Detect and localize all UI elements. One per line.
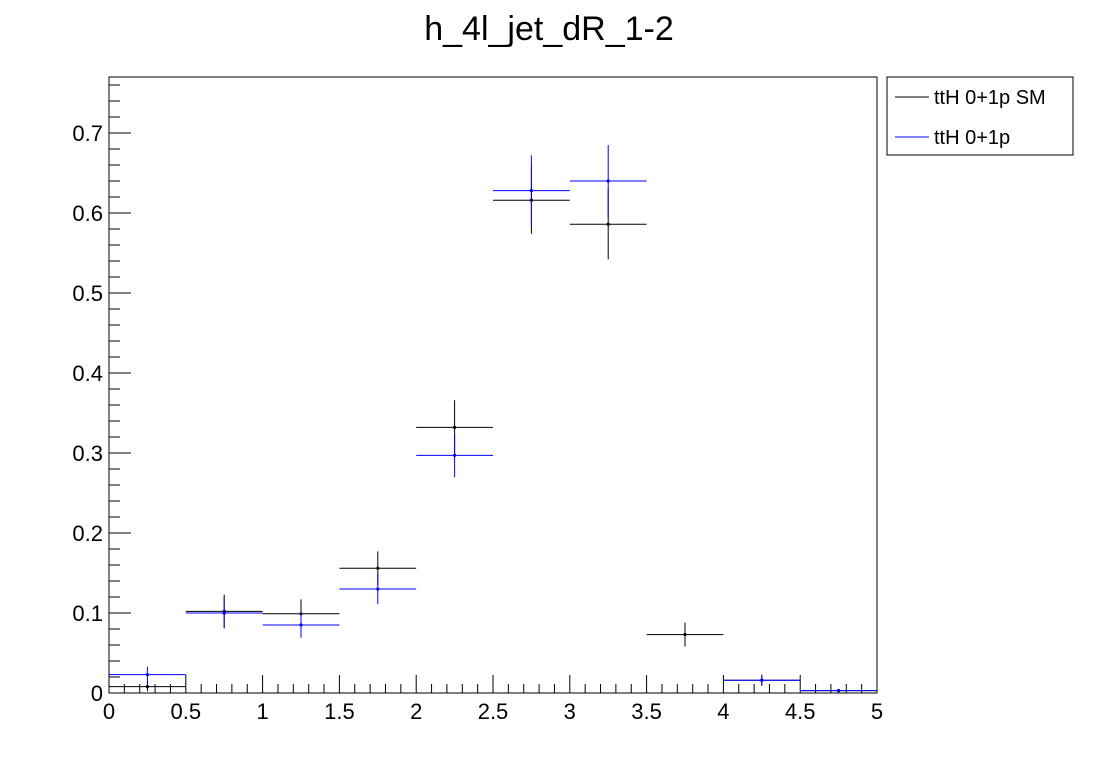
y-tick-label: 0.6 (72, 201, 103, 226)
legend-box (886, 76, 1074, 156)
y-tick-label: 0.1 (72, 601, 103, 626)
x-tick-label: 0.5 (171, 699, 202, 724)
data-point-s0 (606, 222, 610, 226)
chart-title: h_4l_jet_dR_1-2 (424, 10, 674, 48)
x-tick-label: 1 (256, 699, 268, 724)
axes: 0 0.5 1 1.5 2 2.5 3 3.5 4 4.5 5 0 0.1 0.2 0.3 0.4 0.5 0.6… (72, 84, 883, 724)
legend: ttH 0+1p SM ttH 0+1p (886, 76, 1074, 156)
x-tick-label: 3 (564, 699, 576, 724)
y-tick-label: 0.5 (72, 281, 103, 306)
y-tick-label: 0.4 (72, 361, 103, 386)
data-point-s0 (453, 425, 457, 429)
data-point-s1 (837, 689, 841, 693)
data-point-s1 (606, 179, 610, 183)
x-tick-label: 5 (871, 699, 883, 724)
data-point-s1 (299, 623, 303, 627)
x-tick-label: 4.5 (785, 699, 816, 724)
data-point-s1 (453, 453, 457, 457)
data-point-s1 (376, 587, 380, 591)
x-tick-label: 3.5 (631, 699, 662, 724)
data-point-s1 (760, 678, 764, 682)
legend-label-sm: ttH 0+1p SM (934, 87, 1046, 109)
x-tick-label: 1.5 (324, 699, 355, 724)
data-point-s1 (529, 189, 534, 193)
data-point-s0 (376, 566, 380, 570)
data-marks (109, 145, 877, 693)
data-point-s0 (683, 633, 687, 637)
y-tick-label: 0.3 (72, 441, 103, 466)
x-tick-label: 2.5 (478, 699, 509, 724)
data-point-s1 (145, 673, 149, 677)
legend-label-bsm: ttH 0+1p (934, 127, 1010, 149)
x-tick-label: 2 (410, 699, 422, 724)
x-tick-label: 0 (103, 699, 115, 724)
data-point-s0 (145, 685, 149, 689)
y-tick-label: 0 (91, 681, 103, 706)
y-tick-label: 0.2 (72, 521, 103, 546)
data-point-s1 (222, 611, 226, 615)
y-tick-label: 0.7 (72, 121, 103, 146)
x-tick-label: 4 (717, 699, 729, 724)
